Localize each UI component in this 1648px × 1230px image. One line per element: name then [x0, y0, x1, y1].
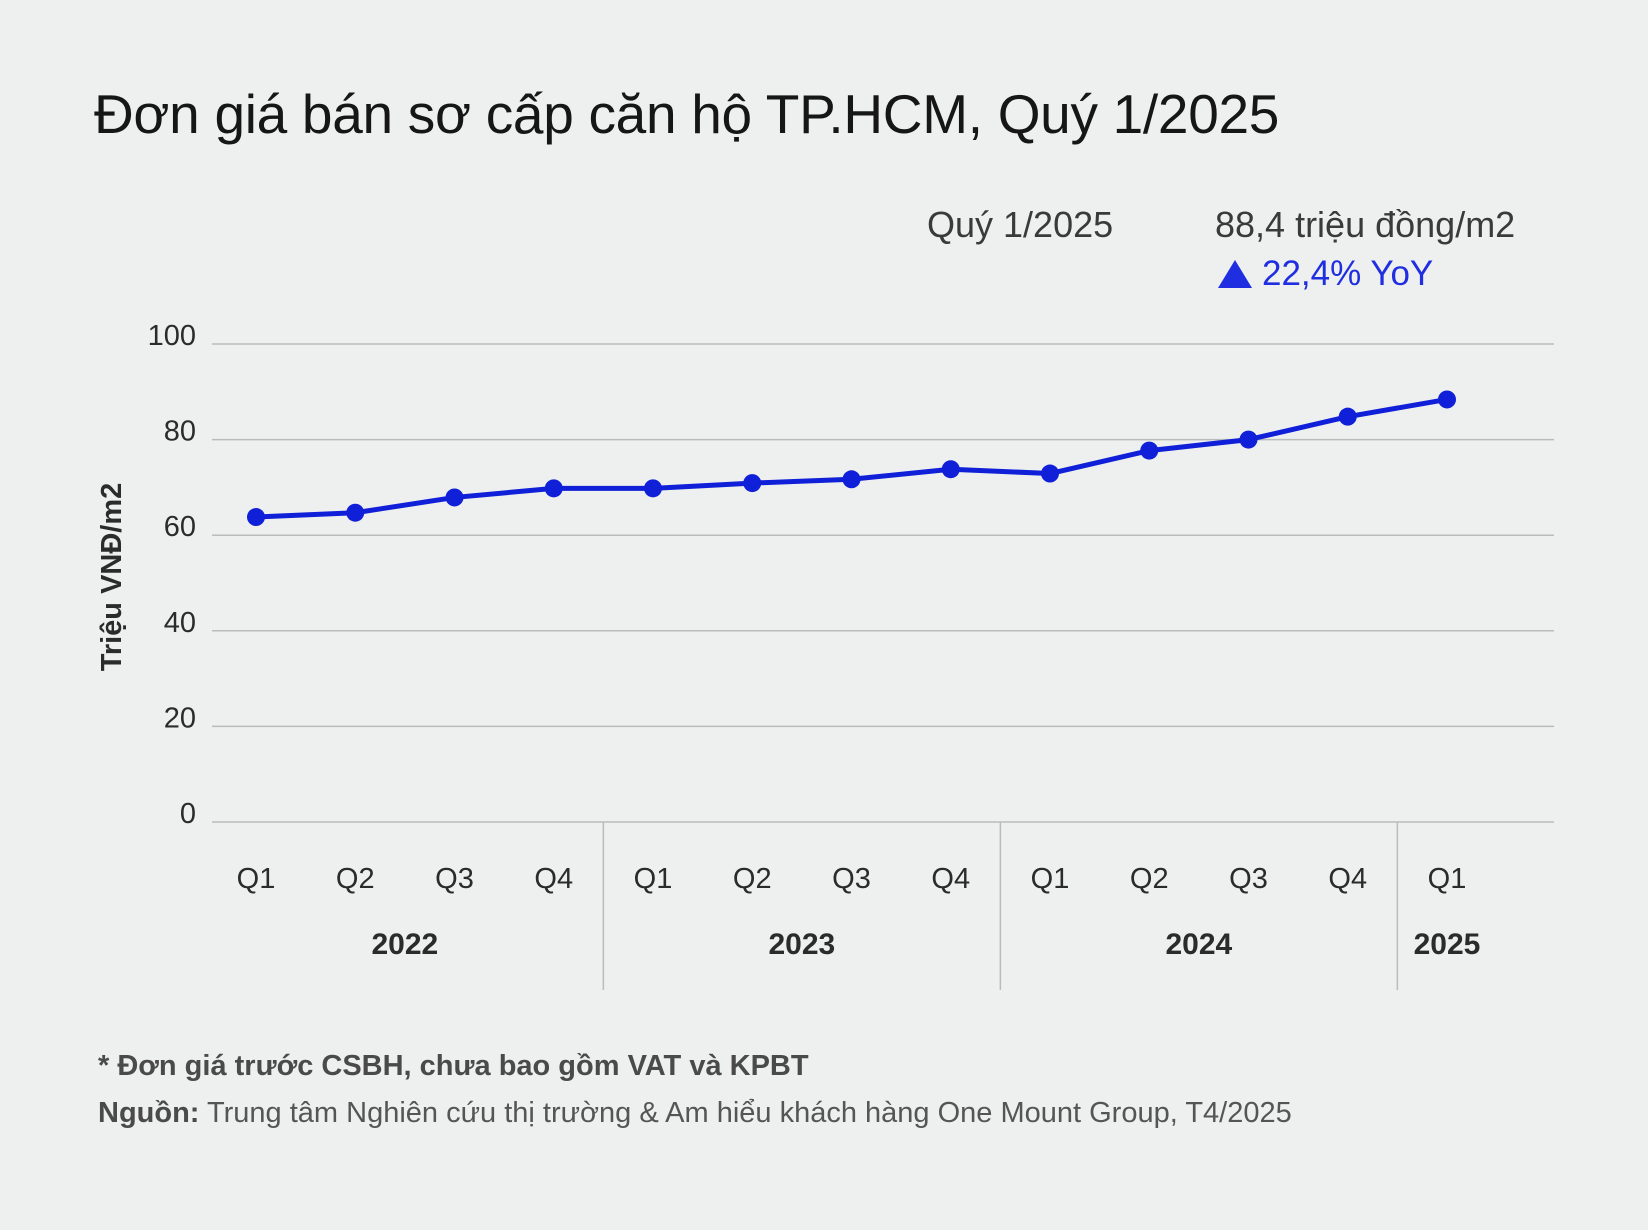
- x-tick-label: Q3: [832, 863, 871, 895]
- y-tick-label: 40: [164, 607, 196, 639]
- x-tick-label: Q2: [1130, 863, 1169, 895]
- data-point: [346, 503, 365, 522]
- x-tick-label: Q4: [931, 863, 970, 895]
- year-label: 2024: [1166, 928, 1233, 961]
- data-point: [1140, 441, 1159, 460]
- headline-value: 88,4 triệu đồng/m2: [1215, 204, 1516, 245]
- year-label: 2023: [769, 928, 836, 961]
- series-line: [253, 396, 1450, 520]
- x-tick-label: Q2: [336, 863, 375, 895]
- data-point: [743, 474, 762, 493]
- x-tick-label: Q3: [1229, 863, 1268, 895]
- data-point: [1239, 430, 1258, 449]
- source-text: Trung tâm Nghiên cứu thị trường & Am hiể…: [199, 1097, 1292, 1129]
- x-tick-label: Q4: [1328, 863, 1367, 895]
- x-tick-label: Q2: [733, 863, 772, 895]
- yoy-change: 22,4% YoY: [1218, 254, 1433, 294]
- source-label: Nguồn:: [98, 1097, 200, 1129]
- y-tick-label: 80: [164, 416, 196, 448]
- yoy-label: 22,4% YoY: [1262, 254, 1434, 293]
- page-title: Đơn giá bán sơ cấp căn hộ TP.HCM, Quý 1/…: [94, 83, 1280, 145]
- data-point: [842, 470, 861, 489]
- year-label: 2022: [372, 928, 439, 961]
- data-point: [941, 460, 960, 479]
- data-point: [1338, 407, 1357, 426]
- headline-period: Quý 1/2025: [927, 204, 1114, 245]
- x-tick-label: Q3: [435, 863, 474, 895]
- y-tick-label: 100: [148, 320, 196, 352]
- data-point: [445, 488, 464, 507]
- y-tick-label: 0: [180, 798, 196, 830]
- data-point: [544, 479, 563, 498]
- data-point: [1438, 390, 1456, 409]
- data-point: [247, 508, 265, 527]
- data-point: [644, 479, 662, 498]
- source-note: Nguồn: Trung tâm Nghiên cứu thị trường &…: [98, 1097, 1292, 1130]
- year-label: 2025: [1414, 928, 1481, 961]
- triangle-up-icon: [1218, 260, 1252, 288]
- x-tick-label: Q4: [534, 863, 573, 895]
- x-tick-label: Q1: [1428, 863, 1467, 895]
- y-tick-label: 20: [164, 702, 196, 734]
- x-tick-label: Q1: [634, 863, 673, 895]
- x-tick-label: Q1: [1031, 863, 1070, 895]
- data-point: [1041, 464, 1059, 483]
- footnote: * Đơn giá trước CSBH, chưa bao gồm VAT v…: [98, 1050, 809, 1082]
- x-tick-label: Q1: [237, 863, 276, 895]
- y-tick-label: 60: [164, 511, 196, 543]
